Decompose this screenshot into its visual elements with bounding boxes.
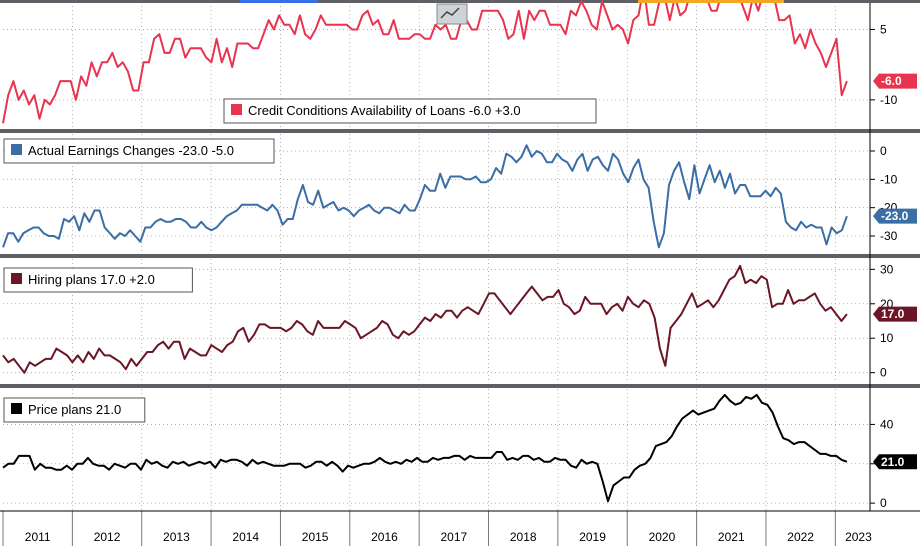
panel-separator [0,384,920,388]
y-tick-label: 0 [880,366,887,380]
top-border [0,0,920,3]
x-tick-label: 2021 [718,530,745,544]
last-value-badge: 17.0 [873,306,917,322]
series-line-hiring [2,264,848,374]
legend-box [3,138,275,164]
line-chart-icon [440,7,460,19]
badge-shape [873,306,917,322]
legend-box [3,267,193,293]
legend-label: Credit Conditions Availability of Loans … [248,103,521,118]
last-value-badge: -23.0 [873,208,917,224]
legend-swatch [11,144,22,155]
legend-swatch [11,403,22,414]
last-value-badge: -6.0 [873,73,917,89]
legend-earnings: Actual Earnings Changes -23.0 -5.0 [3,138,275,164]
x-tick-label: 2015 [302,530,329,544]
legend-swatch [231,104,242,115]
legend-swatch [11,273,22,284]
legend-label: Price plans 21.0 [28,402,121,417]
top-tab-blue [240,0,318,3]
legend-box [3,397,146,423]
series-line-price [2,393,848,503]
y-tick-label: -30 [880,229,898,243]
x-tick-label: 2013 [163,530,190,544]
x-tick-label: 2022 [787,530,814,544]
badge-shape [873,208,917,224]
series-line-earnings [2,144,848,249]
x-tick-label: 2012 [94,530,121,544]
badge-shape [873,73,917,89]
x-tick-label: 2014 [232,530,259,544]
x-tick-label: 2019 [579,530,606,544]
legend-credit: Credit Conditions Availability of Loans … [223,98,597,124]
badge-value: -23.0 [881,209,909,223]
panel-separator [0,129,920,133]
last-value-badge: 21.0 [873,454,917,470]
panel-credit: 5 -10 -6.0 Credit Conditions Availability o… [2,0,917,128]
y-tick-label: -10 [880,172,898,186]
y-tick-label: 0 [880,144,887,158]
series-line-credit [2,0,848,124]
x-tick-label: 2011 [25,530,51,544]
y-tick-label: 0 [880,496,887,510]
badge-value: 21.0 [881,455,905,469]
legend-label: Hiring plans 17.0 +2.0 [28,272,155,287]
badge-value: 17.0 [881,307,905,321]
badge-value: -6.0 [881,74,902,88]
y-tick-label: -10 [880,93,898,107]
y-tick-label: 40 [880,417,894,431]
badge-shape [873,454,917,470]
x-tick-label: 2018 [510,530,537,544]
legend-label: Actual Earnings Changes -23.0 -5.0 [28,143,234,158]
x-tick-label: 2017 [440,530,467,544]
x-tick-label: 2020 [649,530,676,544]
legend-box [223,98,597,124]
y-tick-label: 30 [880,262,894,276]
x-tick-label: 2023 [845,530,872,544]
chart-type-icon [436,3,468,25]
legend-hiring: Hiring plans 17.0 +2.0 [3,267,193,293]
legend-price: Price plans 21.0 [3,397,146,423]
y-tick-label: 10 [880,331,894,345]
top-tab-orange [638,0,784,3]
x-tick-label: 2016 [371,530,398,544]
y-tick-label: 5 [880,22,887,36]
panel-separator [0,254,920,258]
